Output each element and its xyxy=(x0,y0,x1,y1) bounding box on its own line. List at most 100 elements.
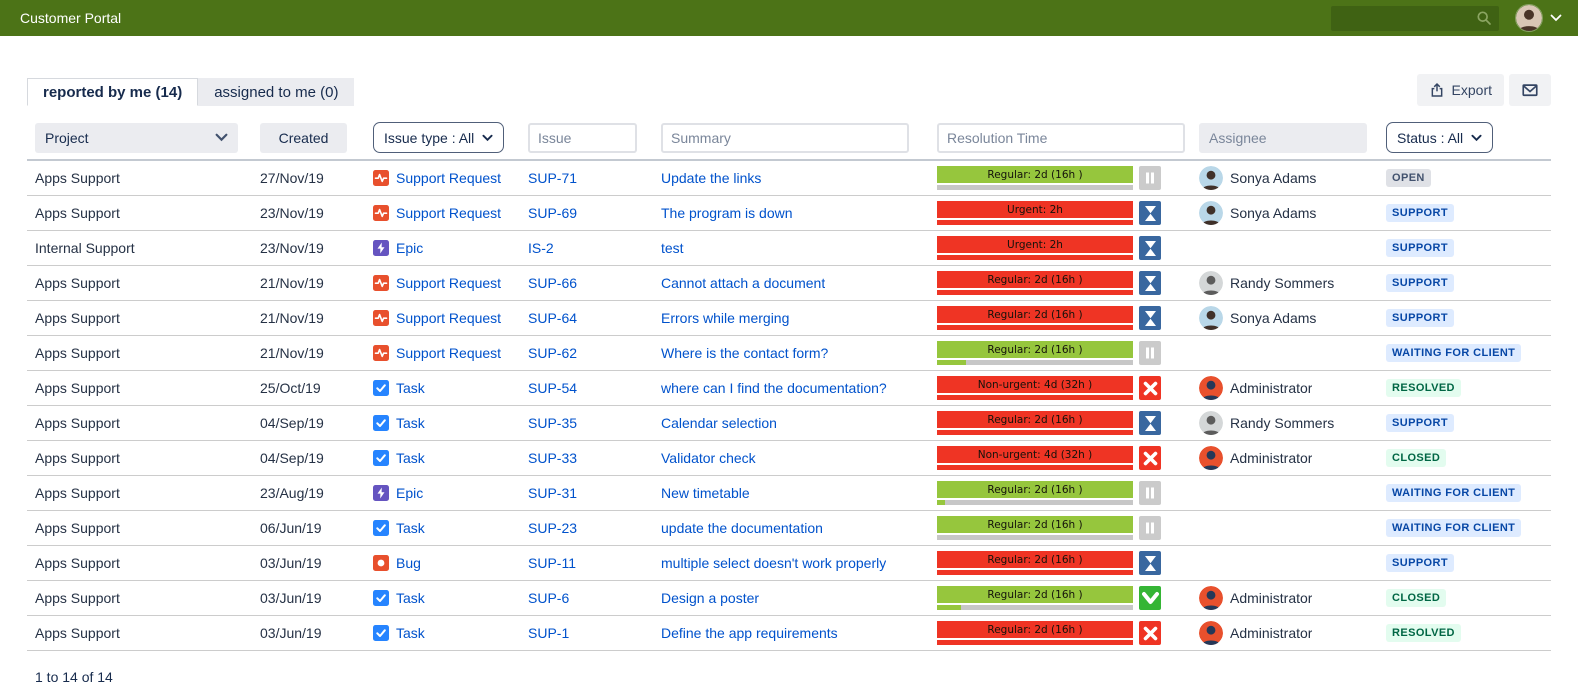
issue-type-link[interactable]: Task xyxy=(396,415,425,431)
issue-key-link[interactable]: SUP-71 xyxy=(528,170,578,186)
issue-summary-link[interactable]: update the documentation xyxy=(661,520,823,536)
issue-type-link[interactable]: Bug xyxy=(396,555,421,571)
issue-type-cell: Support Request xyxy=(365,345,520,361)
search-input[interactable] xyxy=(1338,10,1476,26)
project-filter-dropdown[interactable]: Project xyxy=(35,122,238,153)
issue-summary-link[interactable]: Validator check xyxy=(661,450,756,466)
sla-label: Regular: 2d (16h ) xyxy=(987,518,1083,531)
issue-summary-link[interactable]: test xyxy=(661,240,684,256)
sla-label: Regular: 2d (16h ) xyxy=(987,413,1083,426)
issue-summary-link[interactable]: Calendar selection xyxy=(661,415,777,431)
search-icon xyxy=(1476,10,1492,26)
issue-type-link[interactable]: Support Request xyxy=(396,275,502,291)
table-row: Apps Support 27/Nov/19 Support Request S… xyxy=(27,161,1551,196)
issue-summary-link[interactable]: Design a poster xyxy=(661,590,760,606)
issue-key-link[interactable]: SUP-69 xyxy=(528,205,578,221)
issue-type-link[interactable]: Support Request xyxy=(396,205,502,221)
issue-key-link[interactable]: SUP-54 xyxy=(528,380,578,396)
issue-key-link[interactable]: SUP-66 xyxy=(528,275,578,291)
issue-type-link[interactable]: Support Request xyxy=(396,345,502,361)
resolution-time-cell: Regular: 2d (16h ) xyxy=(929,166,1191,190)
issue-type-link[interactable]: Task xyxy=(396,520,425,536)
issue-type-cell: Epic xyxy=(365,240,520,256)
tab-assigned-to-me[interactable]: assigned to me (0) xyxy=(198,78,355,106)
project-cell: Apps Support xyxy=(35,450,120,466)
x-icon xyxy=(1143,381,1157,395)
assignee-cell: Administrator xyxy=(1191,446,1378,470)
issue-summary-link[interactable]: where can I find the documentation? xyxy=(661,380,887,396)
pause-icon xyxy=(1146,487,1154,499)
sla-label: Non-urgent: 4d (32h ) xyxy=(977,448,1093,461)
x-icon xyxy=(1143,626,1157,640)
export-button[interactable]: Export xyxy=(1416,74,1504,106)
issue-type-link[interactable]: Epic xyxy=(396,240,424,256)
issue-key-cell: SUP-33 xyxy=(520,450,653,466)
issue-filter-input[interactable] xyxy=(528,122,637,153)
sla-status-icon xyxy=(1139,551,1161,575)
sla-label: Regular: 2d (16h ) xyxy=(987,483,1083,496)
issue-type-link[interactable]: Support Request xyxy=(396,170,502,186)
issue-summary-link[interactable]: multiple select doesn't work properly xyxy=(661,555,887,571)
resolution-time-filter-input[interactable] xyxy=(937,122,1185,153)
issue-type-link[interactable]: Task xyxy=(396,450,425,466)
search-box[interactable] xyxy=(1331,5,1499,31)
project-cell: Apps Support xyxy=(35,625,120,641)
sla-status-icon xyxy=(1139,411,1161,435)
issue-key-link[interactable]: SUP-64 xyxy=(528,310,578,326)
issue-summary-link[interactable]: Where is the contact form? xyxy=(661,345,829,361)
issue-type-link[interactable]: Epic xyxy=(396,485,424,501)
issue-key-link[interactable]: SUP-62 xyxy=(528,345,578,361)
issue-key-link[interactable]: SUP-6 xyxy=(528,590,570,606)
issue-type-link[interactable]: Support Request xyxy=(396,310,502,326)
issue-type-link[interactable]: Task xyxy=(396,590,425,606)
summary-filter-input[interactable] xyxy=(661,122,909,153)
created-cell: 23/Nov/19 xyxy=(260,205,324,221)
resolution-time-cell: Regular: 2d (16h ) xyxy=(929,516,1191,540)
issue-key-link[interactable]: SUP-23 xyxy=(528,520,578,536)
user-avatar[interactable] xyxy=(1515,4,1543,32)
project-filter-label: Project xyxy=(45,129,89,146)
created-cell: 23/Nov/19 xyxy=(260,240,324,256)
resolution-time-cell: Regular: 2d (16h ) xyxy=(929,621,1191,645)
issue-summary-link[interactable]: New timetable xyxy=(661,485,750,501)
issue-summary-link[interactable]: Define the app requirements xyxy=(661,625,838,641)
user-menu-chevron-icon[interactable] xyxy=(1550,14,1562,22)
created-cell: 21/Nov/19 xyxy=(260,345,324,361)
assignee-cell: Randy Sommers xyxy=(1191,411,1378,435)
issue-summary-link[interactable]: Errors while merging xyxy=(661,310,790,326)
issue-type-cell: Task xyxy=(365,520,520,536)
issue-key-cell: SUP-66 xyxy=(520,275,653,291)
issue-summary-link[interactable]: Cannot attach a document xyxy=(661,275,826,291)
status-cell: CLOSED xyxy=(1378,449,1551,467)
issue-key-link[interactable]: SUP-1 xyxy=(528,625,570,641)
issue-type-link[interactable]: Task xyxy=(396,380,425,396)
sla-progress-bar xyxy=(937,535,1133,540)
status-filter-label: Status : All xyxy=(1397,129,1464,146)
issue-type-filter-dropdown[interactable]: Issue type : All xyxy=(373,122,505,153)
status-cell: WAITING FOR CLIENT xyxy=(1378,519,1551,537)
issue-summary-link[interactable]: Update the links xyxy=(661,170,762,186)
table-row: Apps Support 21/Nov/19 Support Request S… xyxy=(27,301,1551,336)
issue-key-link[interactable]: SUP-31 xyxy=(528,485,578,501)
assignee-filter-input[interactable] xyxy=(1199,122,1367,153)
status-filter-dropdown[interactable]: Status : All xyxy=(1386,122,1494,153)
issue-type-link[interactable]: Task xyxy=(396,625,425,641)
email-subscribe-button[interactable] xyxy=(1509,74,1551,106)
issue-summary-link[interactable]: The program is down xyxy=(661,205,793,221)
export-icon xyxy=(1429,82,1445,98)
issue-key-link[interactable]: SUP-35 xyxy=(528,415,578,431)
issue-type-icon xyxy=(373,380,389,396)
issue-type-icon xyxy=(373,485,389,501)
sla-label: Non-urgent: 4d (32h ) xyxy=(977,378,1093,391)
issue-key-link[interactable]: IS-2 xyxy=(528,240,554,256)
created-cell: 21/Nov/19 xyxy=(260,310,324,326)
pause-icon xyxy=(1146,172,1154,184)
envelope-icon xyxy=(1521,82,1539,98)
issue-key-link[interactable]: SUP-11 xyxy=(528,555,576,571)
created-column-header[interactable]: Created xyxy=(260,122,347,153)
sla-bar: Regular: 2d (16h ) xyxy=(937,481,1133,498)
issue-key-link[interactable]: SUP-33 xyxy=(528,450,578,466)
sla-progress-bar xyxy=(937,430,1133,435)
issue-type-filter-label: Issue type : All xyxy=(384,129,475,146)
tab-reported-by-me[interactable]: reported by me (14) xyxy=(27,78,199,106)
